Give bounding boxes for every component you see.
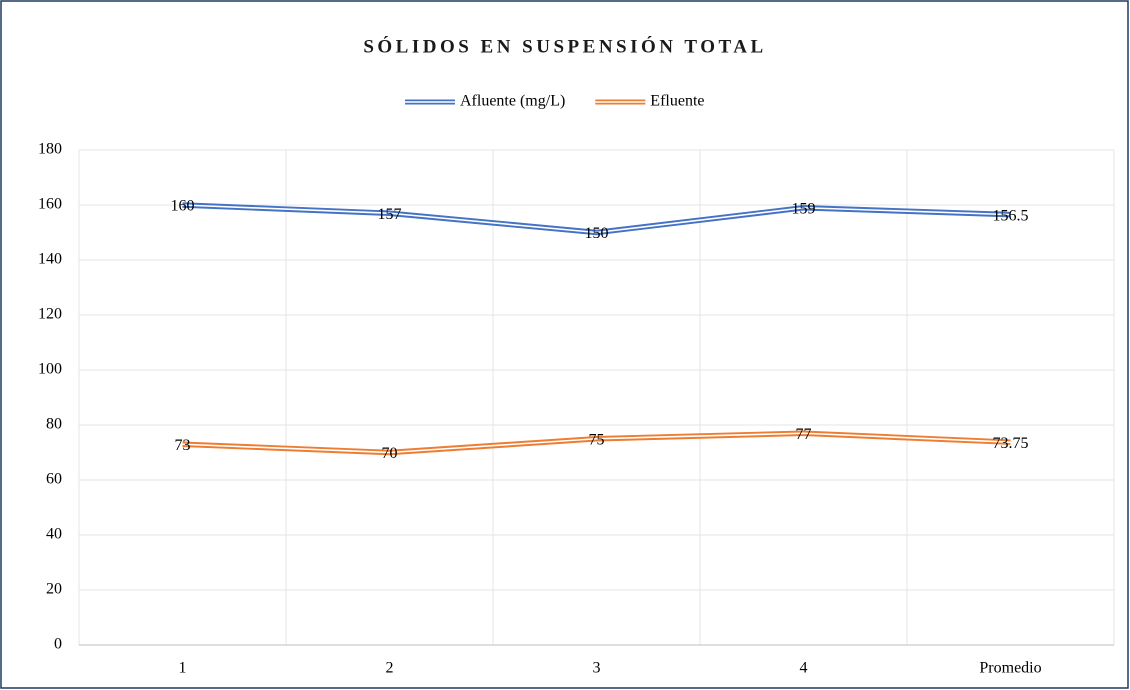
data-label: 150	[585, 225, 609, 242]
x-tick-label: 3	[593, 660, 601, 677]
data-label: 73	[175, 437, 191, 454]
data-label: 156.5	[993, 207, 1029, 224]
y-tick-label: 20	[46, 581, 62, 598]
data-label: 157	[378, 206, 402, 223]
data-label: 73.75	[993, 435, 1029, 452]
chart-title: SÓLIDOS EN SUSPENSIÓN TOTAL	[363, 35, 766, 57]
y-tick-label: 40	[46, 526, 62, 543]
y-tick-label: 60	[46, 471, 62, 488]
y-tick-label: 80	[46, 416, 62, 433]
x-tick-label: 2	[386, 660, 394, 677]
legend-label: Efluente	[650, 93, 704, 110]
data-label: 70	[382, 445, 398, 462]
y-tick-label: 120	[38, 306, 62, 323]
y-tick-label: 0	[54, 636, 62, 653]
y-tick-label: 140	[38, 251, 62, 268]
y-tick-label: 160	[38, 196, 62, 213]
y-tick-label: 180	[38, 141, 62, 158]
x-tick-label: 4	[800, 660, 808, 677]
data-label: 75	[589, 431, 605, 448]
x-tick-label: 1	[179, 660, 187, 677]
y-tick-label: 100	[38, 361, 62, 378]
legend-label: Afluente (mg/L)	[460, 93, 565, 110]
series-line-inner	[182, 204, 1011, 234]
data-label: 159	[792, 200, 816, 217]
data-label: 77	[796, 426, 812, 443]
series-line-inner	[182, 432, 1011, 454]
x-tick-label: Promedio	[979, 660, 1041, 677]
data-label: 160	[171, 198, 195, 215]
